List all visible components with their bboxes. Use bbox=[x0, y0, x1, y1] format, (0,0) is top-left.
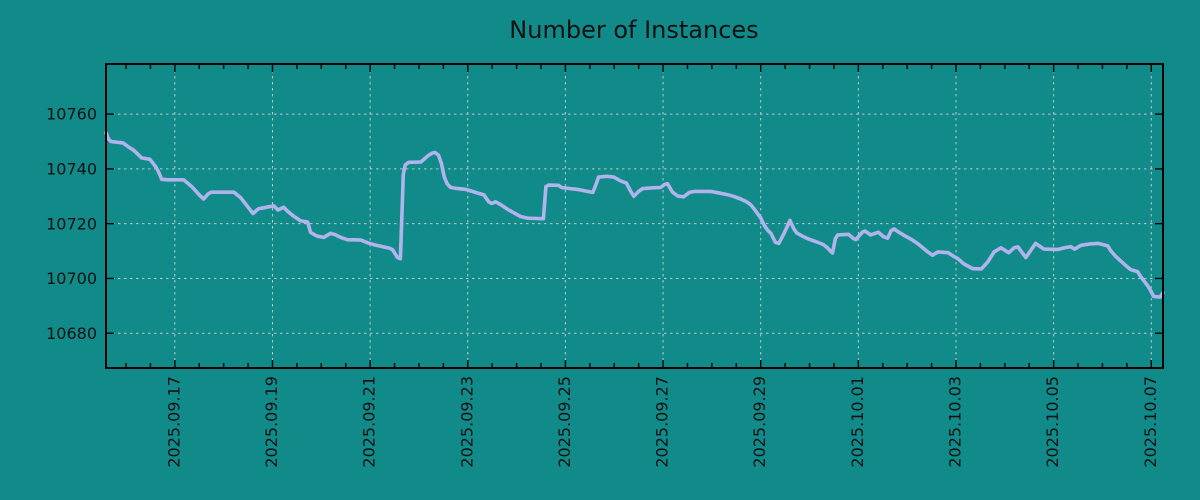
x-axis-tick-label: 2025.10.03 bbox=[945, 376, 964, 468]
data-series bbox=[104, 130, 1165, 299]
x-axis-tick-label: 2025.09.19 bbox=[262, 376, 281, 468]
y-axis-tick-label: 10760 bbox=[46, 105, 97, 124]
gridlines bbox=[106, 64, 1163, 368]
x-axis-tick-label: 2025.10.07 bbox=[1141, 376, 1160, 468]
x-axis-tick-label: 2025.09.29 bbox=[750, 376, 769, 468]
axis-labels: 10680 10700 10720 10740 10760 2025.09.17 2025.… bbox=[46, 105, 1160, 468]
x-axis-tick-label: 2025.09.17 bbox=[164, 376, 183, 468]
x-axis-tick-label: 2025.09.27 bbox=[653, 376, 672, 468]
plot-border bbox=[105, 63, 1164, 369]
chart-title: Number of Instances bbox=[509, 16, 758, 44]
y-axis-tick-label: 10680 bbox=[46, 324, 97, 343]
axes bbox=[105, 63, 1164, 369]
x-axis-tick-label: 2025.10.01 bbox=[848, 376, 867, 468]
x-axis-tick-label: 2025.09.23 bbox=[457, 376, 476, 468]
x-axis-tick-label: 2025.10.05 bbox=[1043, 376, 1062, 468]
y-axis-tick-label: 10740 bbox=[46, 159, 97, 178]
data-line-instances bbox=[104, 130, 1165, 299]
x-axis-tick-label: 2025.09.25 bbox=[555, 376, 574, 468]
y-axis-tick-label: 10700 bbox=[46, 269, 97, 288]
x-axis-tick-label: 2025.09.21 bbox=[360, 376, 379, 468]
y-axis-tick-label: 10720 bbox=[46, 214, 97, 233]
